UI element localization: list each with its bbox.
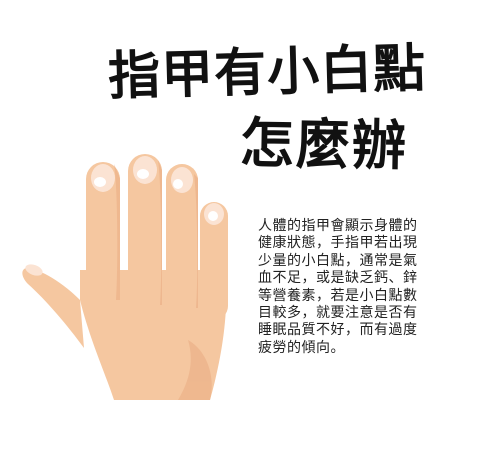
body-line: 目較多，就要注意是否有	[258, 305, 418, 322]
body-line: 等營養素，若是小白點數	[258, 287, 418, 304]
body-line: 睡眠品質不好，而有過度	[258, 322, 418, 339]
body-text: 人體的指甲會顯示身體的 健康狀態，手指甲若出現 少量的小白點，通常是氣 血不足，…	[258, 218, 484, 357]
hand-illustration-icon	[22, 154, 228, 400]
body-line: 血不足，或是缺乏鈣、鋅	[258, 270, 418, 287]
body-line: 健康狀態，手指甲若出現	[258, 235, 418, 252]
title-line-2: 怎麼辦	[239, 111, 409, 178]
body-line: 疲勞的傾向。	[258, 339, 345, 356]
title-line-1: 指甲有小白點	[107, 38, 427, 108]
body-line: 少量的小白點，通常是氣	[258, 252, 418, 269]
white-spots	[94, 169, 218, 221]
hand-skin	[22, 154, 228, 400]
body-line: 人體的指甲會顯示身體的	[258, 218, 418, 234]
